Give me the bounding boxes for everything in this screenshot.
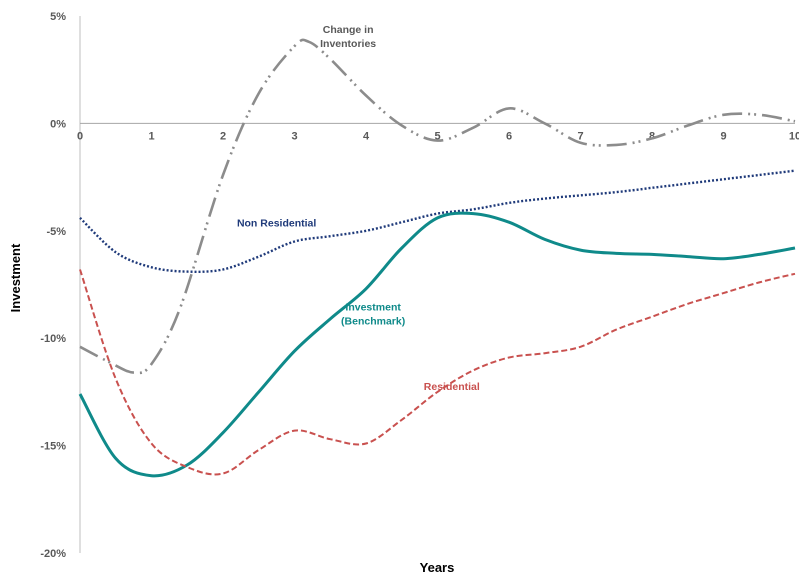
y-tick-label: -20% <box>40 548 66 560</box>
x-tick-label: 2 <box>220 130 226 142</box>
y-tick-label: 0% <box>50 118 66 130</box>
x-tick-label: 4 <box>363 130 370 142</box>
series-line <box>78 211 796 478</box>
series-label: Change in Inventories <box>320 24 376 50</box>
series-label: Investment (Benchmark) <box>341 301 405 327</box>
x-tick-label: 1 <box>148 130 154 142</box>
y-tick-label: -10% <box>40 333 66 345</box>
x-axis-ticks: 0 1 2 3 4 5 6 7 8 9 10 <box>77 130 799 142</box>
x-tick-label: 7 <box>577 130 583 142</box>
y-tick-label: -5% <box>46 226 66 238</box>
y-axis-title: Investment <box>8 243 23 312</box>
x-tick-label: 5 <box>434 130 440 142</box>
x-tick-label: 9 <box>720 130 726 142</box>
series-annotations: Change in Inventories Non Residential Inves… <box>237 24 480 393</box>
series-label: Residential <box>424 381 480 393</box>
series-line <box>79 269 796 476</box>
y-tick-label: 5% <box>50 11 66 23</box>
x-tick-label: 6 <box>506 130 512 142</box>
series-line <box>79 169 796 273</box>
series-lines <box>78 38 796 478</box>
x-tick-label: 3 <box>291 130 297 142</box>
x-tick-label: 10 <box>789 130 799 142</box>
series-label: Non Residential <box>237 218 316 230</box>
x-axis-title: Years <box>420 560 455 575</box>
x-tick-label: 8 <box>649 130 655 142</box>
y-tick-label: -15% <box>40 441 66 453</box>
axes <box>79 16 795 553</box>
series-line <box>79 38 796 375</box>
x-tick-label: 0 <box>77 130 83 142</box>
y-axis-ticks: 5% 0% -5% -10% -15% -20% <box>40 11 66 560</box>
